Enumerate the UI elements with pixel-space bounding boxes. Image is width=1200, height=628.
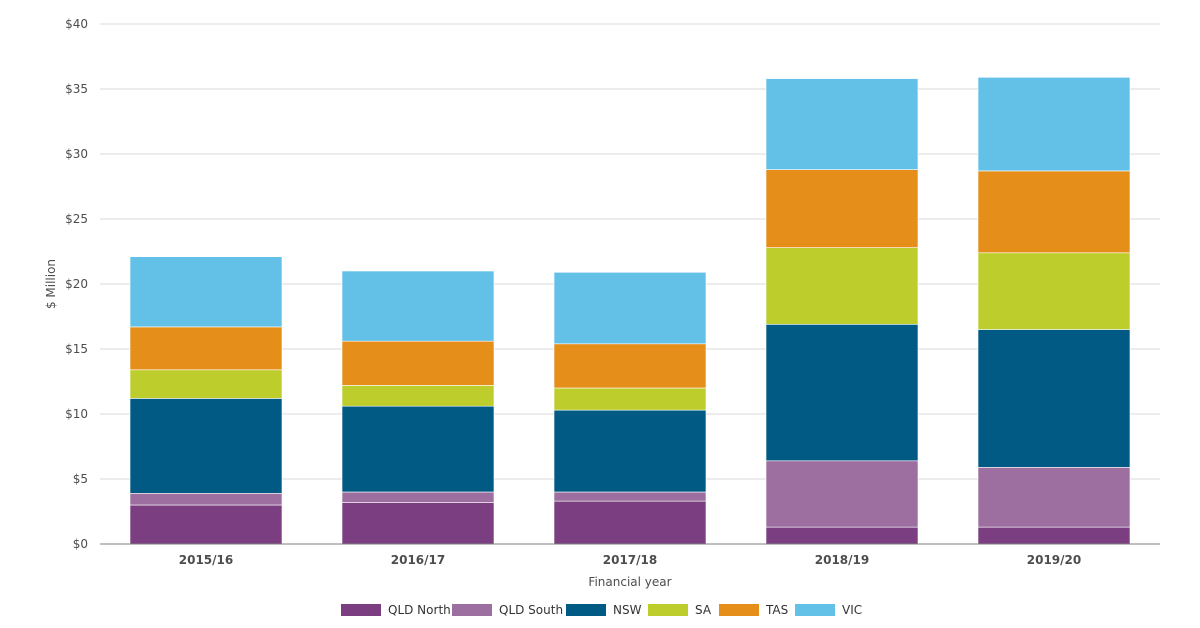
bar-segment	[129, 398, 283, 494]
legend-item: TAS	[719, 603, 788, 617]
bar-segment	[341, 405, 495, 493]
bar-segment	[341, 270, 495, 342]
legend-item: NSW	[566, 603, 642, 617]
y-axis-ticks: $0 $5 $10 $15 $20 $25 $30 $35 $40	[65, 17, 88, 551]
bar-segment	[765, 526, 919, 545]
legend-swatch	[648, 604, 688, 616]
bar-segment	[129, 369, 283, 399]
legend-item: VIC	[795, 603, 862, 617]
y-tick-label: $30	[65, 147, 88, 161]
bar-segment	[977, 329, 1131, 468]
bar-segment	[977, 77, 1131, 172]
y-tick-label: $25	[65, 212, 88, 226]
x-tick-label: 2018/19	[815, 553, 869, 567]
bar-segment	[553, 409, 707, 493]
legend-swatch	[452, 604, 492, 616]
legend-item: SA	[648, 603, 712, 617]
bar-segment	[341, 385, 495, 407]
y-tick-label: $5	[73, 472, 88, 486]
bar-segment	[341, 491, 495, 503]
legend-item: QLD North	[341, 603, 451, 617]
legend-label: QLD North	[388, 603, 451, 617]
y-tick-label: $35	[65, 82, 88, 96]
y-axis-title: $ Million	[44, 259, 58, 309]
bar-segment	[553, 343, 707, 389]
bar-segment	[553, 271, 707, 345]
legend-swatch	[795, 604, 835, 616]
bar-segment	[977, 170, 1131, 254]
bar-segment	[341, 502, 495, 545]
bar-segment	[129, 504, 283, 545]
legend-swatch	[341, 604, 381, 616]
x-tick-label: 2017/18	[603, 553, 657, 567]
legend-label: SA	[695, 603, 712, 617]
bar-segment	[553, 491, 707, 502]
bar-segment	[129, 492, 283, 506]
y-tick-label: $20	[65, 277, 88, 291]
bar-segment	[129, 256, 283, 328]
y-tick-label: $15	[65, 342, 88, 356]
bar-segment	[977, 466, 1131, 528]
bar-segment	[129, 326, 283, 371]
x-tick-label: 2016/17	[391, 553, 445, 567]
bar-segment	[765, 460, 919, 528]
x-axis-ticks: 2015/16 2016/17 2017/18 2018/19 2019/20	[179, 553, 1081, 567]
legend-label: NSW	[613, 603, 642, 617]
x-tick-label: 2015/16	[179, 553, 233, 567]
legend-label: TAS	[765, 603, 788, 617]
legend-item: QLD South	[452, 603, 563, 617]
bar-segment	[553, 500, 707, 545]
bar-segment	[765, 323, 919, 462]
bar-segment	[765, 78, 919, 170]
legend-swatch	[566, 604, 606, 616]
legend-swatch	[719, 604, 759, 616]
legend: QLD North QLD South NSW SA TAS VIC	[341, 603, 862, 617]
y-tick-label: $0	[73, 537, 88, 551]
bars	[129, 77, 1131, 545]
bar-segment	[765, 247, 919, 325]
legend-label: VIC	[842, 603, 862, 617]
bar-segment	[341, 340, 495, 386]
bar-segment	[765, 169, 919, 248]
legend-label: QLD South	[499, 603, 563, 617]
x-axis-title: Financial year	[588, 575, 671, 589]
x-tick-label: 2019/20	[1027, 553, 1081, 567]
y-tick-label: $10	[65, 407, 88, 421]
bar-segment	[553, 387, 707, 411]
y-tick-label: $40	[65, 17, 88, 31]
bar-segment	[977, 526, 1131, 545]
bar-segment	[977, 252, 1131, 330]
